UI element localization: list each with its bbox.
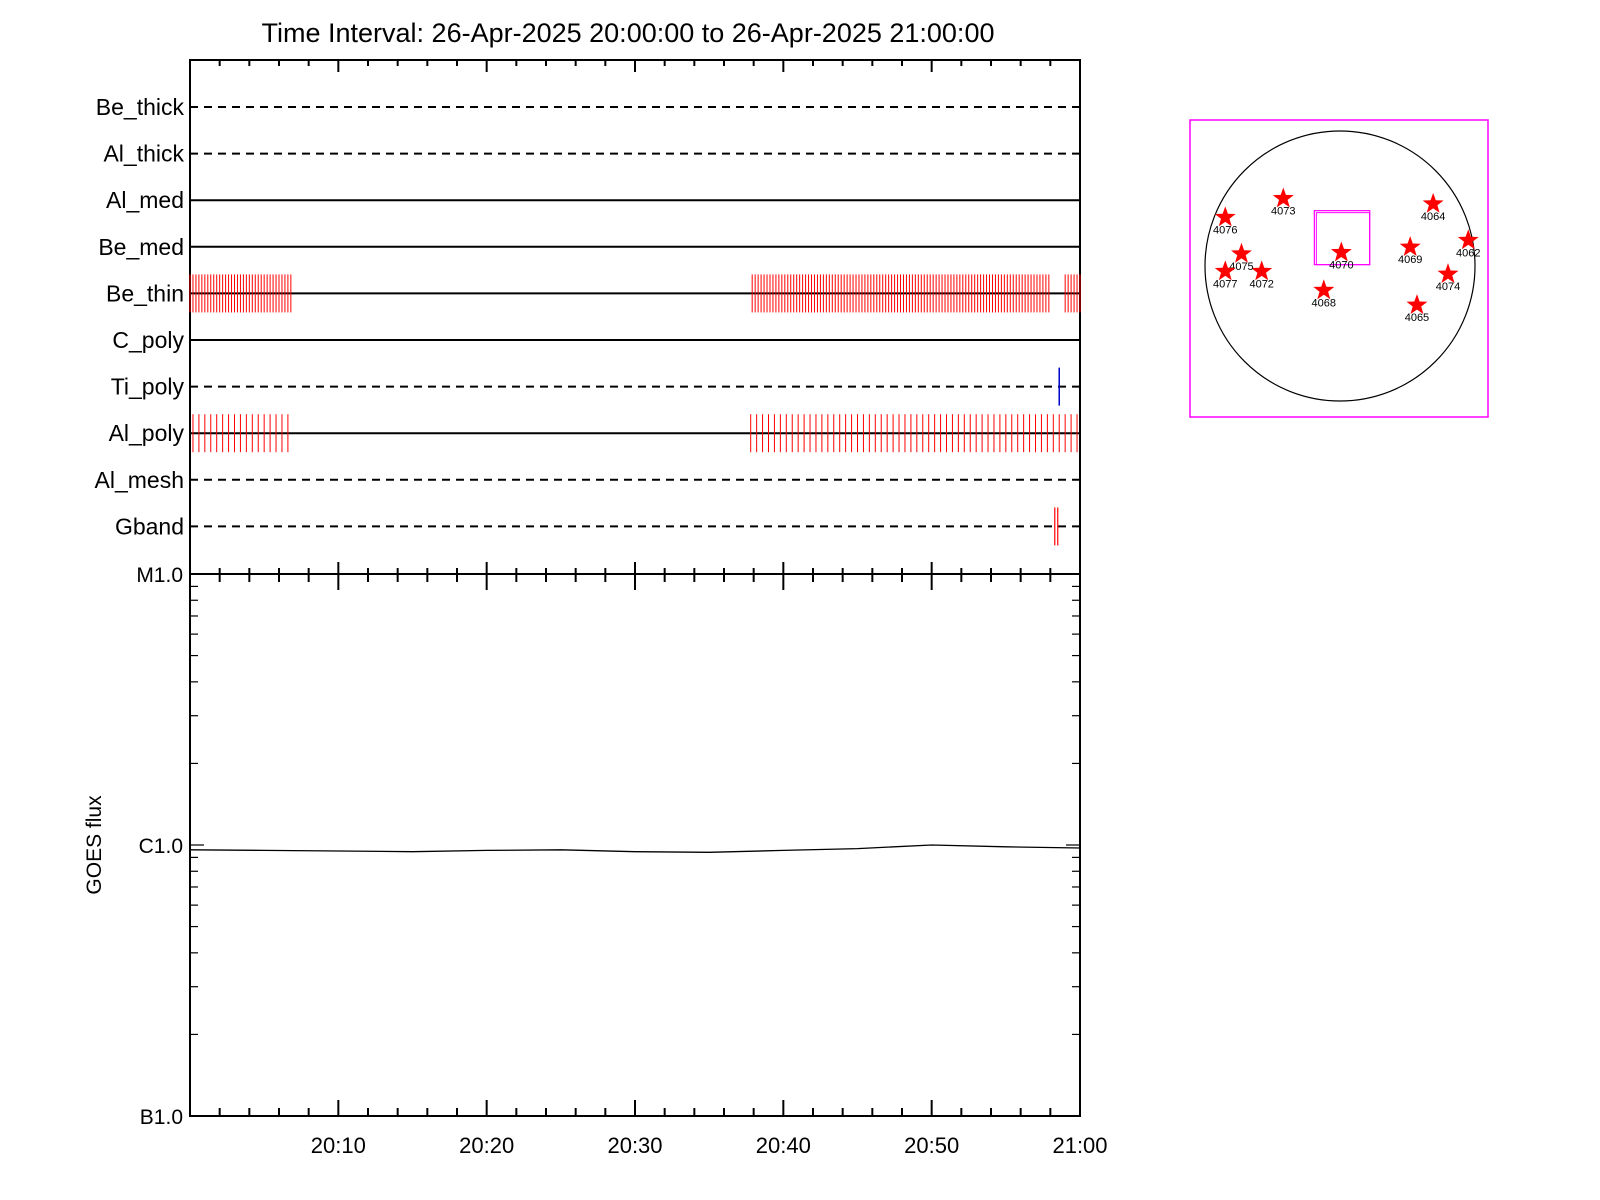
filter-label: Al_med [106,187,184,213]
active-region-label: 4073 [1271,206,1295,218]
goes-y-tick-label: C1.0 [139,835,183,858]
goes-flux-line [189,844,1081,853]
active-region-star [1330,241,1352,262]
active-region-star [1272,187,1294,208]
filter-row-al-poly: Al_poly [109,414,1080,453]
filter-row-be-thin: Be_thin [106,274,1081,313]
filter-row-al-med: Al_med [106,187,1080,213]
goes-axis-ticks: M1.0 C1.0 B1.0 20:10 20:20 20:30 20:40 20:50 21:… [136,564,1107,1158]
active-region-label: 4072 [1249,278,1273,290]
goes-x-tick-label: 20:50 [904,1133,959,1158]
active-region-label: 4064 [1421,211,1445,223]
active-region-label: 4077 [1213,278,1237,290]
filter-label: Be_thick [96,94,185,120]
filter-row-be-thick: Be_thick [96,94,1080,120]
goes-y-tick-label: B1.0 [140,1106,183,1129]
goes-y-axis-label: GOES flux [83,795,106,895]
active-region-star [1214,260,1236,281]
goes-curve-group [189,844,1081,853]
filter-label: Al_thick [103,141,184,167]
filter-label: Be_med [98,234,184,260]
active-region-star [1399,236,1421,256]
goes-x-tick-label: 20:30 [607,1133,662,1158]
active-region-label: 4074 [1436,281,1460,293]
goes-x-tick-label: 20:20 [459,1133,514,1158]
goes-y-tick-label: M1.0 [136,564,183,587]
goes-x-tick-label: 20:40 [756,1133,811,1158]
active-region-star [1214,206,1236,227]
filter-rows: Be_thick Al_thick Al_med Be_med Be_thin C_pol… [95,94,1081,546]
active-region-label: 4075 [1229,261,1253,273]
active-region-label: 4062 [1456,247,1480,259]
goes-flux-panel: M1.0 C1.0 B1.0 20:10 20:20 20:30 20:40 20:50 21:… [83,564,1108,1158]
filter-label: Ti_poly [111,374,185,400]
active-region-star [1231,242,1252,263]
active-region-label: 4070 [1329,260,1353,272]
filter-row-c-poly: C_poly [112,327,1080,353]
filter-row-al-thick: Al_thick [103,141,1080,167]
solar-disk-inset: 4062 4064 4065 4068 4069 4070 4072 4073 4074 4075… [1189,119,1489,418]
filter-row-ti-poly: Ti_poly [111,367,1080,406]
filter-row-gband: Gband [115,507,1080,546]
goes-x-tick-label: 21:00 [1052,1133,1107,1158]
active-region-star [1251,260,1273,281]
active-region-star [1437,263,1459,283]
inset-frame [1189,119,1489,418]
solar-limb [1204,130,1476,402]
active-region-star [1406,294,1428,314]
filter-timeline-panel: Be_thick Al_thick Al_med Be_med Be_thin C_pol… [95,59,1081,575]
active-region-star [1457,229,1479,250]
active-region-label: 4068 [1312,297,1336,309]
instrument-fov-box [1313,210,1371,266]
active-region-label: 4076 [1213,224,1237,236]
filter-label: C_poly [112,327,184,353]
filter-label: Gband [115,513,184,539]
filter-label: Al_poly [109,420,185,446]
active-region-label: 4069 [1398,254,1422,266]
chart-title: Time Interval: 26-Apr-2025 20:00:00 to 2… [262,18,995,48]
active-region-star [1422,192,1444,213]
timeline-time-ticks [218,60,1052,574]
filter-label: Be_thin [106,280,184,306]
active-region-markers: 4062 4064 4065 4068 4069 4070 4072 4073 4074 4075… [1213,187,1480,324]
active-region-star [1313,279,1335,300]
fov-rectangle [1315,212,1371,266]
filter-label: Al_mesh [95,467,184,493]
filter-row-be-med: Be_med [98,234,1080,260]
timeline-frame [189,59,1081,575]
filter-row-al-mesh: Al_mesh [95,467,1080,493]
active-region-label: 4065 [1405,312,1429,324]
goes-x-tick-label: 20:10 [311,1133,366,1158]
